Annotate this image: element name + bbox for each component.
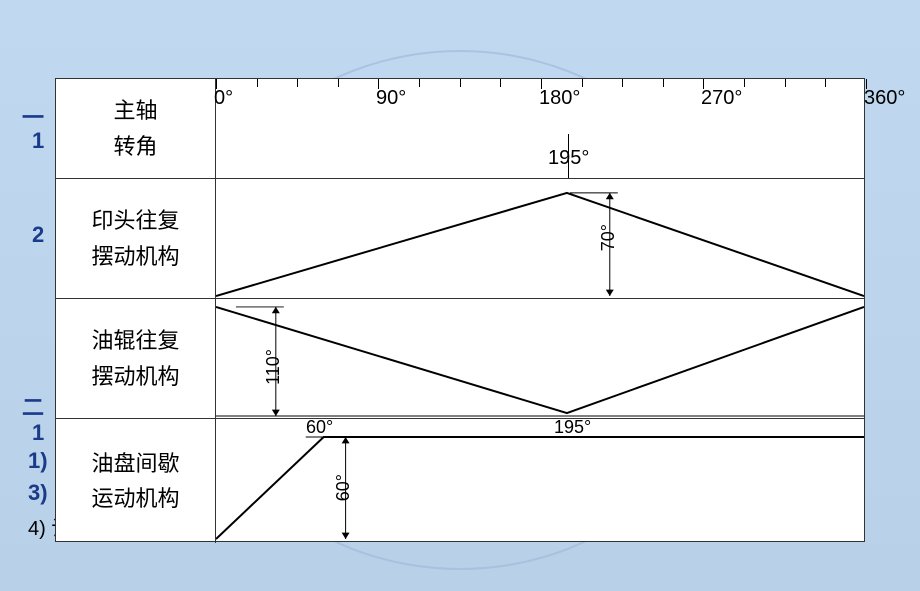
left-list-sub-1: 1) xyxy=(28,448,48,474)
axis-minor-tick xyxy=(257,79,258,87)
row-2-label-l2: 摆动机构 xyxy=(91,359,179,394)
axis-tick-label: 270° xyxy=(701,87,742,110)
row-2-svg xyxy=(216,299,864,418)
row-1-label-l1: 印头往复 xyxy=(91,203,179,238)
row-3-label: 油盘间歇 运动机构 xyxy=(56,419,216,543)
row-1-chart: 70° xyxy=(216,179,864,298)
left-list-num-3: 1 xyxy=(32,420,44,446)
motion-profile-line xyxy=(216,307,864,413)
vertical-195-line xyxy=(568,134,569,178)
header-row: 主轴 转角 0°90°180°270°360°195° xyxy=(56,79,864,179)
arrowhead-icon xyxy=(606,193,614,199)
axis-minor-tick xyxy=(744,79,745,87)
axis-tick-mark xyxy=(378,79,379,89)
left-list-sub-3: 3) xyxy=(28,480,48,506)
axis-minor-tick xyxy=(338,79,339,87)
axis-tick-label: 90° xyxy=(376,87,406,110)
row-2: 油辊往复 摆动机构 110°60°195° xyxy=(56,299,864,419)
row-3-svg xyxy=(216,419,864,543)
row-2-label: 油辊往复 摆动机构 xyxy=(56,299,216,418)
axis-tick-mark xyxy=(703,79,704,89)
row-1-label-l2: 摆动机构 xyxy=(91,239,179,274)
header-axis: 0°90°180°270°360°195° xyxy=(216,79,864,178)
row-3: 油盘间歇 运动机构 60° xyxy=(56,419,864,543)
arrowhead-icon xyxy=(272,307,280,313)
axis-minor-tick xyxy=(663,79,664,87)
arrowhead-icon xyxy=(342,533,350,539)
axis-minor-tick xyxy=(460,79,461,87)
row-2-label-l1: 油辊往复 xyxy=(91,323,179,358)
row-3-label-l2: 运动机构 xyxy=(91,481,179,516)
row-3-label-l1: 油盘间歇 xyxy=(91,446,179,481)
header-label: 主轴 转角 xyxy=(56,79,216,178)
row-1-label: 印头往复 摆动机构 xyxy=(56,179,216,298)
header-label-l2: 转角 xyxy=(113,129,157,164)
axis-minor-tick xyxy=(622,79,623,87)
axis-minor-tick xyxy=(785,79,786,87)
axis-minor-tick xyxy=(419,79,420,87)
arrowhead-icon xyxy=(272,410,280,416)
motion-profile-line xyxy=(216,437,864,539)
axis-minor-tick xyxy=(825,79,826,87)
axis-minor-tick xyxy=(582,79,583,87)
header-label-l1: 主轴 xyxy=(113,93,157,128)
row-2-chart: 110°60°195° xyxy=(216,299,864,418)
left-list-num-1: 1 xyxy=(32,128,44,154)
row-1: 印头往复 摆动机构 70° xyxy=(56,179,864,299)
timing-diagram: 主轴 转角 0°90°180°270°360°195° 印头往复 摆动机构 70… xyxy=(55,78,865,542)
motion-profile-line xyxy=(216,193,864,296)
axis-minor-tick xyxy=(500,79,501,87)
axis-tick-label: 360° xyxy=(864,87,905,110)
row-3-chart: 60° xyxy=(216,419,864,543)
left-list-num-2: 2 xyxy=(32,222,44,248)
row-1-svg xyxy=(216,179,864,298)
axis-minor-tick xyxy=(297,79,298,87)
axis-tick-label: 0° xyxy=(214,87,233,110)
axis-tick-mark xyxy=(866,79,867,89)
axis-tick-label: 180° xyxy=(539,87,580,110)
arrowhead-icon xyxy=(606,290,614,296)
left-list-marker-2: 二 xyxy=(22,390,44,422)
axis-tick-mark xyxy=(541,79,542,89)
axis-tick-mark xyxy=(216,79,217,89)
